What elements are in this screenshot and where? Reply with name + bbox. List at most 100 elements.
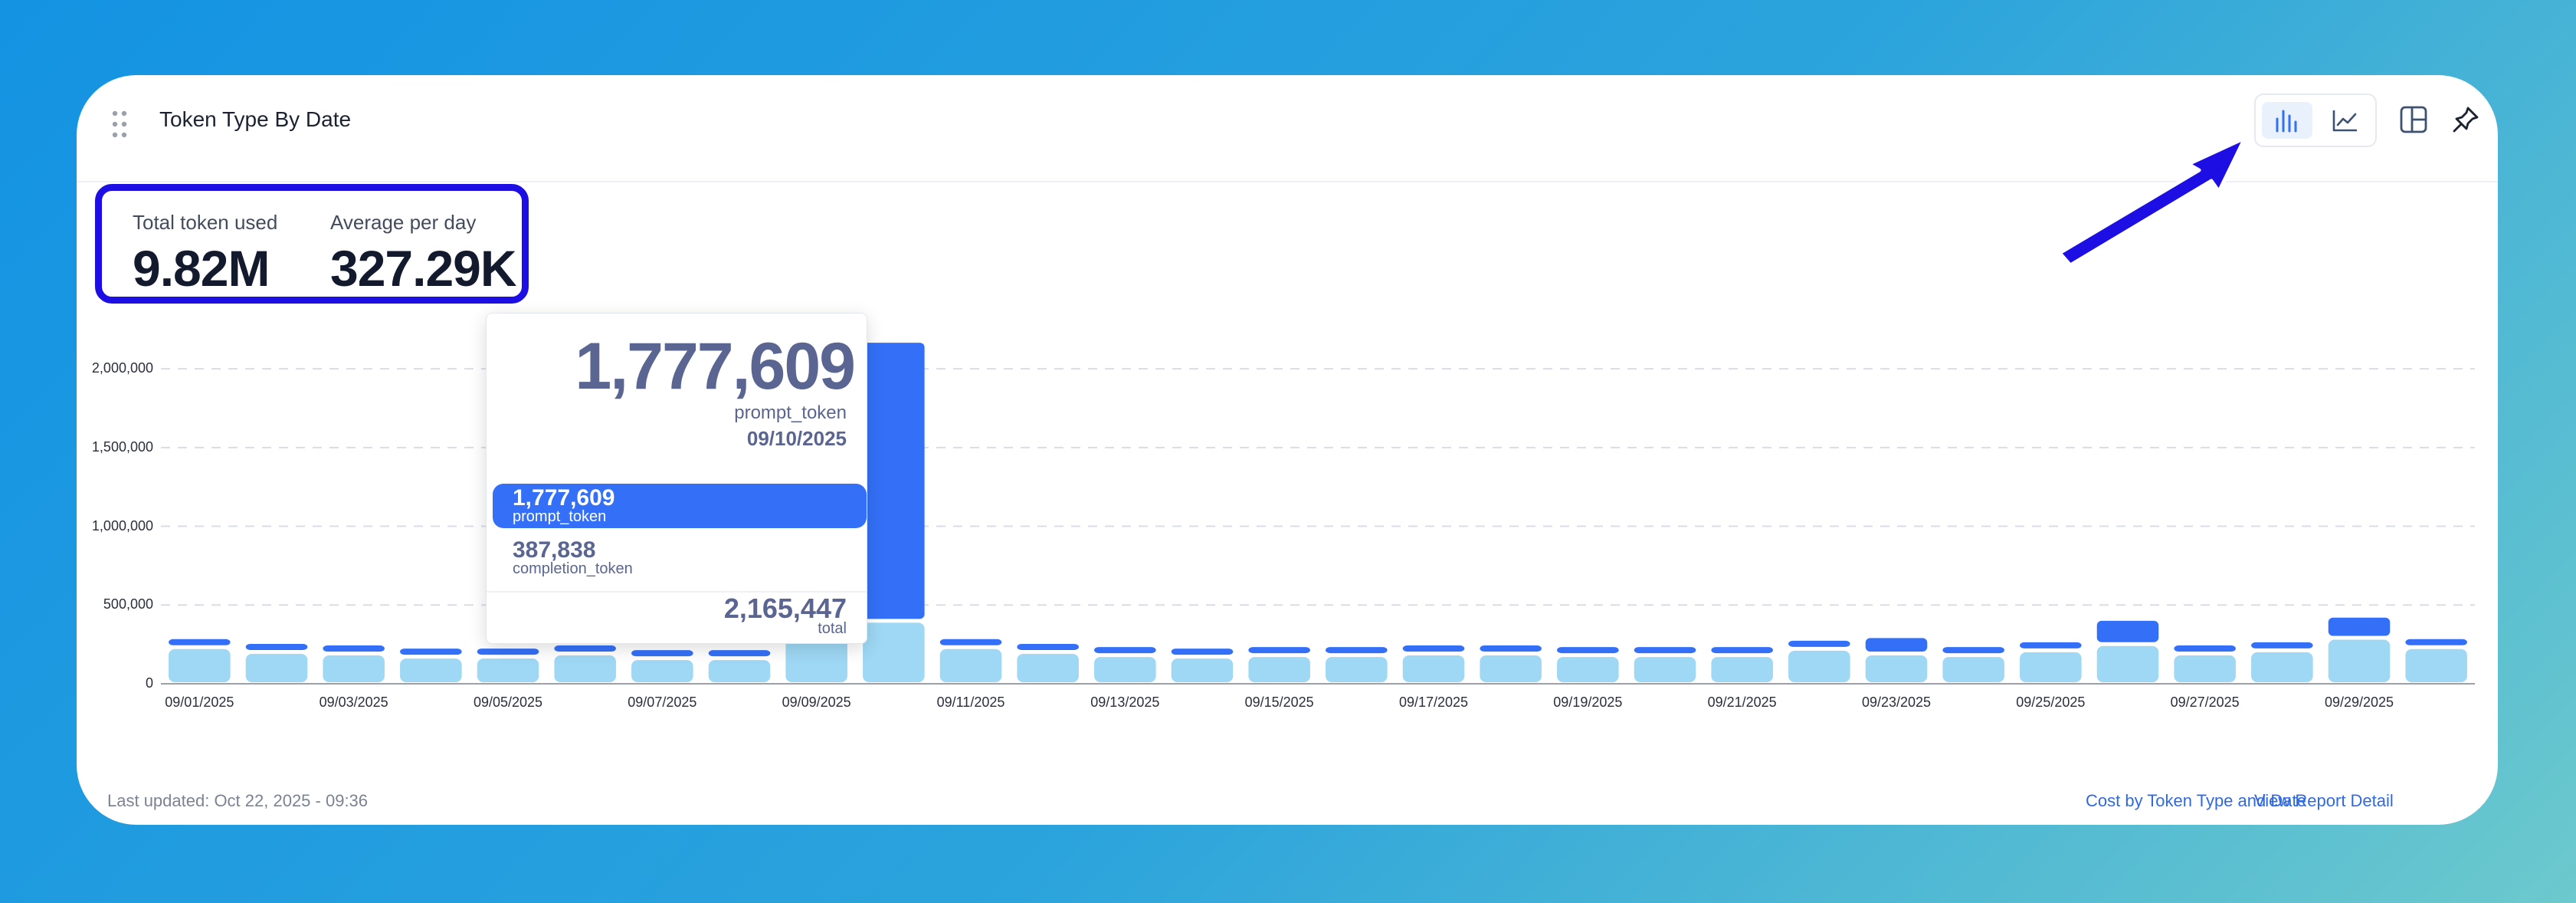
y-tick-label: 500,000 <box>103 596 153 612</box>
bar-chart-icon <box>2276 110 2297 133</box>
chart-type-toggle <box>2254 94 2377 147</box>
bar-completion[interactable] <box>1634 657 1696 682</box>
x-tick-label: 09/15/2025 <box>1244 694 1314 710</box>
layout-button[interactable] <box>2395 101 2432 138</box>
bar-prompt[interactable] <box>1711 647 1773 654</box>
bar-prompt[interactable] <box>1480 645 1542 652</box>
x-tick-label: 09/03/2025 <box>319 694 388 710</box>
card-header: Token Type By Date <box>77 75 2498 182</box>
bar-prompt[interactable] <box>1557 647 1619 654</box>
bar-completion[interactable] <box>2328 639 2391 682</box>
x-tick-label: 09/05/2025 <box>473 694 543 710</box>
bar-prompt[interactable] <box>477 649 539 655</box>
bar-completion[interactable] <box>1942 657 2004 682</box>
bar-completion[interactable] <box>1865 655 1928 682</box>
bar-completion[interactable] <box>1171 658 1234 682</box>
bar-prompt[interactable] <box>245 643 308 650</box>
bar-prompt[interactable] <box>1634 647 1696 654</box>
x-tick-label: 09/07/2025 <box>628 694 697 710</box>
bar-prompt[interactable] <box>2251 642 2313 649</box>
bar-completion[interactable] <box>1094 657 1156 682</box>
bar-completion[interactable] <box>2405 649 2467 682</box>
drag-handle-icon[interactable] <box>110 109 129 140</box>
bar-prompt[interactable] <box>1865 638 1928 652</box>
bar-prompt[interactable] <box>2174 645 2236 652</box>
x-tick-label: 09/29/2025 <box>2324 694 2394 710</box>
bar-completion[interactable] <box>1017 653 1079 682</box>
y-tick-label: 1,500,000 <box>91 438 153 455</box>
bar-completion[interactable] <box>1248 657 1310 682</box>
bar-prompt[interactable] <box>2096 620 2159 642</box>
bar-chart <box>161 343 2475 685</box>
tooltip-date: 09/10/2025 <box>746 427 847 450</box>
bar-prompt[interactable] <box>2328 617 2391 636</box>
bar-completion[interactable] <box>1326 657 1388 682</box>
cost-report-link[interactable]: Cost by Token Type and Date <box>2086 791 2306 810</box>
bar-completion[interactable] <box>169 649 231 682</box>
view-report-link[interactable]: View Report Detail <box>2254 791 2394 810</box>
tooltip-divider <box>487 591 867 593</box>
kpi-total-label: Total token used <box>133 211 278 234</box>
tooltip-series: prompt_token <box>734 402 847 423</box>
bar-completion[interactable] <box>785 636 847 682</box>
bar-prompt[interactable] <box>939 639 1002 645</box>
bar-completion[interactable] <box>323 655 385 682</box>
bar-completion[interactable] <box>2251 652 2313 682</box>
bar-completion[interactable] <box>1788 650 1850 682</box>
x-tick-label: 09/25/2025 <box>2016 694 2086 710</box>
kpi-average-value: 327.29K <box>330 240 517 297</box>
bar-prompt[interactable] <box>323 645 385 652</box>
bar-completion[interactable] <box>1402 655 1465 682</box>
y-tick-label: 0 <box>145 675 153 691</box>
bar-prompt[interactable] <box>1788 640 1850 647</box>
bar-completion[interactable] <box>477 658 539 682</box>
bar-prompt[interactable] <box>863 343 925 619</box>
bar-prompt[interactable] <box>631 650 693 657</box>
bar-completion[interactable] <box>2174 655 2236 682</box>
bar-prompt[interactable] <box>169 639 231 645</box>
x-tick-label: 09/11/2025 <box>936 694 1005 710</box>
bar-completion[interactable] <box>863 622 925 682</box>
bar-completion[interactable] <box>631 660 693 682</box>
bar-prompt[interactable] <box>1094 647 1156 654</box>
card-title: Token Type By Date <box>159 107 352 131</box>
bar-prompt[interactable] <box>1171 649 1234 655</box>
tooltip-total-label: total <box>818 620 847 637</box>
x-tick-label: 09/17/2025 <box>1398 694 1469 710</box>
bar-completion[interactable] <box>939 649 1002 682</box>
bar-prompt[interactable] <box>1017 643 1079 650</box>
bar-completion[interactable] <box>1711 657 1773 682</box>
bar-prompt[interactable] <box>1402 645 1465 652</box>
bar-completion[interactable] <box>2096 645 2159 682</box>
bar-prompt[interactable] <box>1942 647 2004 654</box>
kpi-average-label: Average per day <box>330 211 477 234</box>
bar-prompt[interactable] <box>554 645 616 652</box>
x-tick-label: 09/09/2025 <box>782 694 851 710</box>
bar-completion[interactable] <box>2020 652 2082 682</box>
bar-prompt[interactable] <box>1326 647 1388 654</box>
kpi-total: Total token used 9.82M <box>133 211 277 297</box>
tooltip-row-completion: 387,838 completion_token <box>493 536 867 582</box>
bar-completion[interactable] <box>554 655 616 682</box>
line-chart-icon <box>2332 110 2357 132</box>
bar-chart-button[interactable] <box>2262 102 2312 139</box>
bar-completion[interactable] <box>1557 657 1619 682</box>
bar-prompt[interactable] <box>1248 647 1310 654</box>
bar-completion[interactable] <box>708 660 771 682</box>
bar-prompt[interactable] <box>708 650 771 657</box>
bar-prompt[interactable] <box>400 649 462 655</box>
y-tick-label: 1,000,000 <box>91 517 153 534</box>
bar-prompt[interactable] <box>2020 642 2082 649</box>
line-chart-button[interactable] <box>2320 102 2371 139</box>
layout-panel-icon <box>2400 106 2427 133</box>
pin-button[interactable] <box>2447 101 2484 138</box>
bar-completion[interactable] <box>245 653 308 682</box>
tooltip-total-value: 2,165,447 <box>723 593 847 624</box>
tooltip-row-prompt: 1,777,609 prompt_token <box>493 484 867 528</box>
bar-completion[interactable] <box>400 658 462 682</box>
kpi-summary: Total token used 9.82M Average per day 3… <box>95 184 529 304</box>
x-tick-label: 09/23/2025 <box>1861 694 1932 710</box>
annotation-arrow <box>2057 136 2247 268</box>
bar-completion[interactable] <box>1480 655 1542 682</box>
bar-prompt[interactable] <box>2405 639 2467 645</box>
